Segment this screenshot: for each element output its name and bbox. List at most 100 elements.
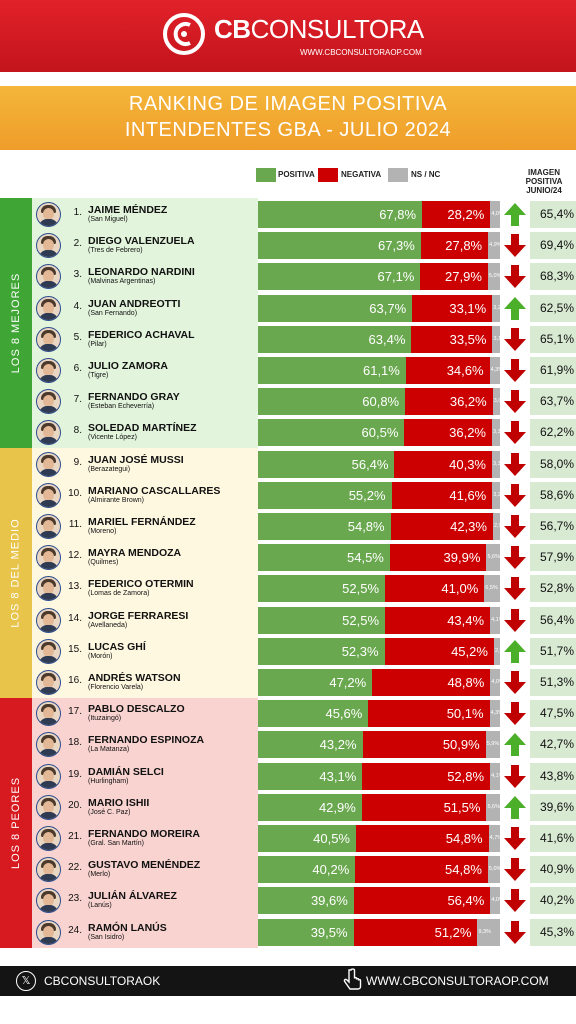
previous-cell xyxy=(530,575,576,603)
previous-cell xyxy=(530,825,576,852)
municipality-name: (La Matanza) xyxy=(88,746,130,754)
mayor-name: JUAN JOSÉ MUSSI xyxy=(88,453,184,466)
mayor-name: FERNANDO ESPINOZA xyxy=(88,734,205,747)
data-label-positive: 67,8% xyxy=(379,207,417,222)
previous-value: 51,7% xyxy=(539,643,574,658)
avatar xyxy=(36,202,61,227)
avatar xyxy=(36,857,61,883)
data-label-nsnc: 4,1% xyxy=(491,772,504,779)
data-label-negative: 36,2% xyxy=(449,425,486,441)
avatar xyxy=(36,514,61,539)
mayor-name: DAMIÁN SELCI xyxy=(88,765,164,778)
bar-positive xyxy=(258,731,363,759)
mayor-name: LEONARDO NARDINI xyxy=(88,266,195,279)
previous-value: 63,7% xyxy=(539,394,574,409)
table-row: 22. GUSTAVO MENÉNDEZ (Merlo) 40,2% 54,8% 5,0%… xyxy=(0,854,576,885)
previous-cell xyxy=(530,793,576,821)
stacked-bar: 60,8% 36,2% 3,0% xyxy=(258,388,506,416)
table-row: 4. JUAN ANDREOTTI (San Fernando) 63,7% 33,1%… xyxy=(0,293,576,324)
avatar xyxy=(36,826,61,851)
previous-cell xyxy=(530,357,576,384)
data-label-nsnc: 3,3% xyxy=(493,429,506,436)
footer-gap xyxy=(0,948,576,966)
website-link[interactable]: WWW.CBCONSULTORAOP.COM xyxy=(366,974,549,988)
bar-negative xyxy=(385,575,485,603)
data-label-negative: 27,8% xyxy=(445,238,483,254)
arrow-down-icon xyxy=(504,390,526,414)
data-label-positive: 52,5% xyxy=(342,612,380,628)
group-band-middle xyxy=(0,448,32,698)
bar-nsnc xyxy=(487,856,500,884)
table-row: 10. MARIANO CASCALLARES (Almirante Brown) 5… xyxy=(0,480,576,511)
municipality-name: (Vicente López) xyxy=(88,434,137,442)
data-label-negative: 45,2% xyxy=(451,643,488,659)
stacked-bar: 47,2% 48,8% 4,0% xyxy=(258,669,504,696)
arrow-down-icon xyxy=(504,702,526,726)
data-label-positive: 63,7% xyxy=(369,300,407,316)
x-logo-icon[interactable]: 𝕏 xyxy=(16,971,36,991)
table-row: 14. JORGE FERRARESI (Avellaneda) 52,5% 43,4%… xyxy=(0,605,576,636)
stacked-bar: 43,1% 52,8% 4,1% xyxy=(258,762,504,790)
data-label-nsnc: 4,0% xyxy=(491,897,504,904)
previous-cell xyxy=(530,856,576,884)
mayor-name: MARIO ISHII xyxy=(88,796,150,809)
brand-name: CBCONSULTORA xyxy=(214,14,424,44)
rank-number: 13. xyxy=(68,581,82,593)
bar-nsnc xyxy=(484,575,500,603)
municipality-name: (Moreno) xyxy=(88,528,117,535)
previous-value: 41,6% xyxy=(539,831,574,845)
bar-nsnc xyxy=(492,325,500,353)
data-label-nsnc: 2,9% xyxy=(493,523,507,529)
bar-nsnc xyxy=(487,263,500,291)
data-label-positive: 45,6% xyxy=(325,706,363,722)
data-label-nsnc: 3,2% xyxy=(493,304,506,311)
avatar xyxy=(36,919,61,945)
data-label-positive: 40,5% xyxy=(313,831,350,846)
stacked-bar: 67,1% 27,9% 5,0% xyxy=(258,263,501,291)
brand-url[interactable]: WWW.CBCONSULTORAOP.COM xyxy=(300,48,422,57)
data-label-nsnc: 2,5% xyxy=(494,647,508,654)
previous-cell xyxy=(530,513,576,540)
table-row: 13. FEDERICO OTERMIN (Lomas de Zamora) 52,5… xyxy=(0,573,576,604)
group-panel-best xyxy=(32,198,258,448)
bar-negative xyxy=(362,731,486,759)
group-band-best xyxy=(0,198,32,448)
bar-positive xyxy=(258,325,412,353)
previous-cell xyxy=(530,232,576,260)
previous-value: 65,4% xyxy=(539,207,574,221)
arrow-down-icon xyxy=(504,858,526,882)
arrow-down-icon xyxy=(504,889,526,913)
bar-positive xyxy=(258,513,391,540)
rank-number: 4. xyxy=(73,300,82,312)
social-handle[interactable]: CBCONSULTORAOK xyxy=(44,974,161,988)
previous-cell xyxy=(530,544,576,572)
data-label-nsnc: 5,6% xyxy=(487,554,500,561)
data-label-positive: 55,2% xyxy=(348,487,386,503)
table-row: 1. JAIME MÉNDEZ (San Miguel) 67,8% 28,2% 4,0%… xyxy=(0,199,576,230)
rank-number: 11. xyxy=(68,519,82,530)
legend-label-nsnc: NS / NC xyxy=(411,170,441,179)
municipality-name: (Hurlingham) xyxy=(88,777,129,785)
data-label-positive: 56,4% xyxy=(351,456,389,472)
rank-number: 18. xyxy=(68,737,82,749)
rank-number: 20. xyxy=(68,799,82,811)
data-label-positive: 60,8% xyxy=(362,394,400,410)
mayor-name: LUCAS GHÍ xyxy=(88,640,146,653)
avatar xyxy=(36,794,61,820)
avatar xyxy=(36,420,61,446)
rank-number: 1. xyxy=(73,207,82,218)
previous-cell xyxy=(530,637,576,665)
stacked-bar: 67,8% 28,2% 4,0% xyxy=(258,201,504,228)
bar-positive xyxy=(258,232,421,260)
bar-nsnc xyxy=(492,388,500,416)
bar-nsnc xyxy=(492,481,500,509)
data-label-positive: 67,3% xyxy=(377,238,415,254)
data-label-negative: 54,8% xyxy=(445,831,483,846)
stacked-bar: 63,4% 33,5% 3,1% xyxy=(258,325,506,353)
bar-nsnc xyxy=(490,606,500,634)
avatar xyxy=(36,888,61,914)
previous-cell xyxy=(530,918,576,946)
avatar xyxy=(36,607,61,633)
data-label-positive: 52,3% xyxy=(341,643,379,659)
previous-value: 45,3% xyxy=(539,924,574,939)
